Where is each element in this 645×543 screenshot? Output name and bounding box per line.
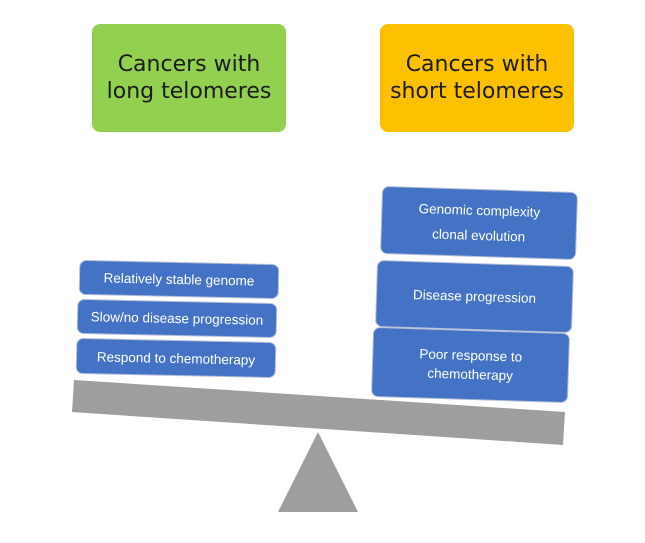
card-label: Relatively stable genome	[103, 270, 255, 289]
card-label-line2: clonal evolution	[431, 226, 526, 245]
header-short-line2: short telomeres	[390, 79, 564, 104]
card-label: Slow/no disease progression	[90, 309, 264, 328]
card-disease-progression: Disease progression	[376, 260, 573, 333]
card-genomic-complexity: Genomic complexity clonal evolution	[381, 186, 577, 260]
balance-beam	[72, 380, 565, 445]
header-long-line2: long telomeres	[106, 79, 272, 104]
header-short-line1: Cancers with	[405, 52, 549, 77]
header-short-telomeres: Cancers with short telomeres	[380, 24, 574, 132]
card-label-line1: Genomic complexity	[418, 201, 541, 220]
card-respond-chemotherapy: Respond to chemotherapy	[76, 338, 276, 378]
header-long-line1: Cancers with	[117, 52, 261, 77]
card-label-line1: Disease progression	[412, 287, 537, 306]
card-slow-progression: Slow/no disease progression	[77, 299, 277, 338]
card-label-line2: chemotherapy	[427, 365, 514, 384]
card-stable-genome: Relatively stable genome	[79, 260, 279, 299]
fulcrum-triangle	[278, 432, 358, 512]
card-label: Respond to chemotherapy	[96, 348, 256, 368]
header-long-telomeres: Cancers with long telomeres	[92, 24, 286, 132]
card-poor-response: Poor response to chemotherapy	[371, 327, 570, 403]
